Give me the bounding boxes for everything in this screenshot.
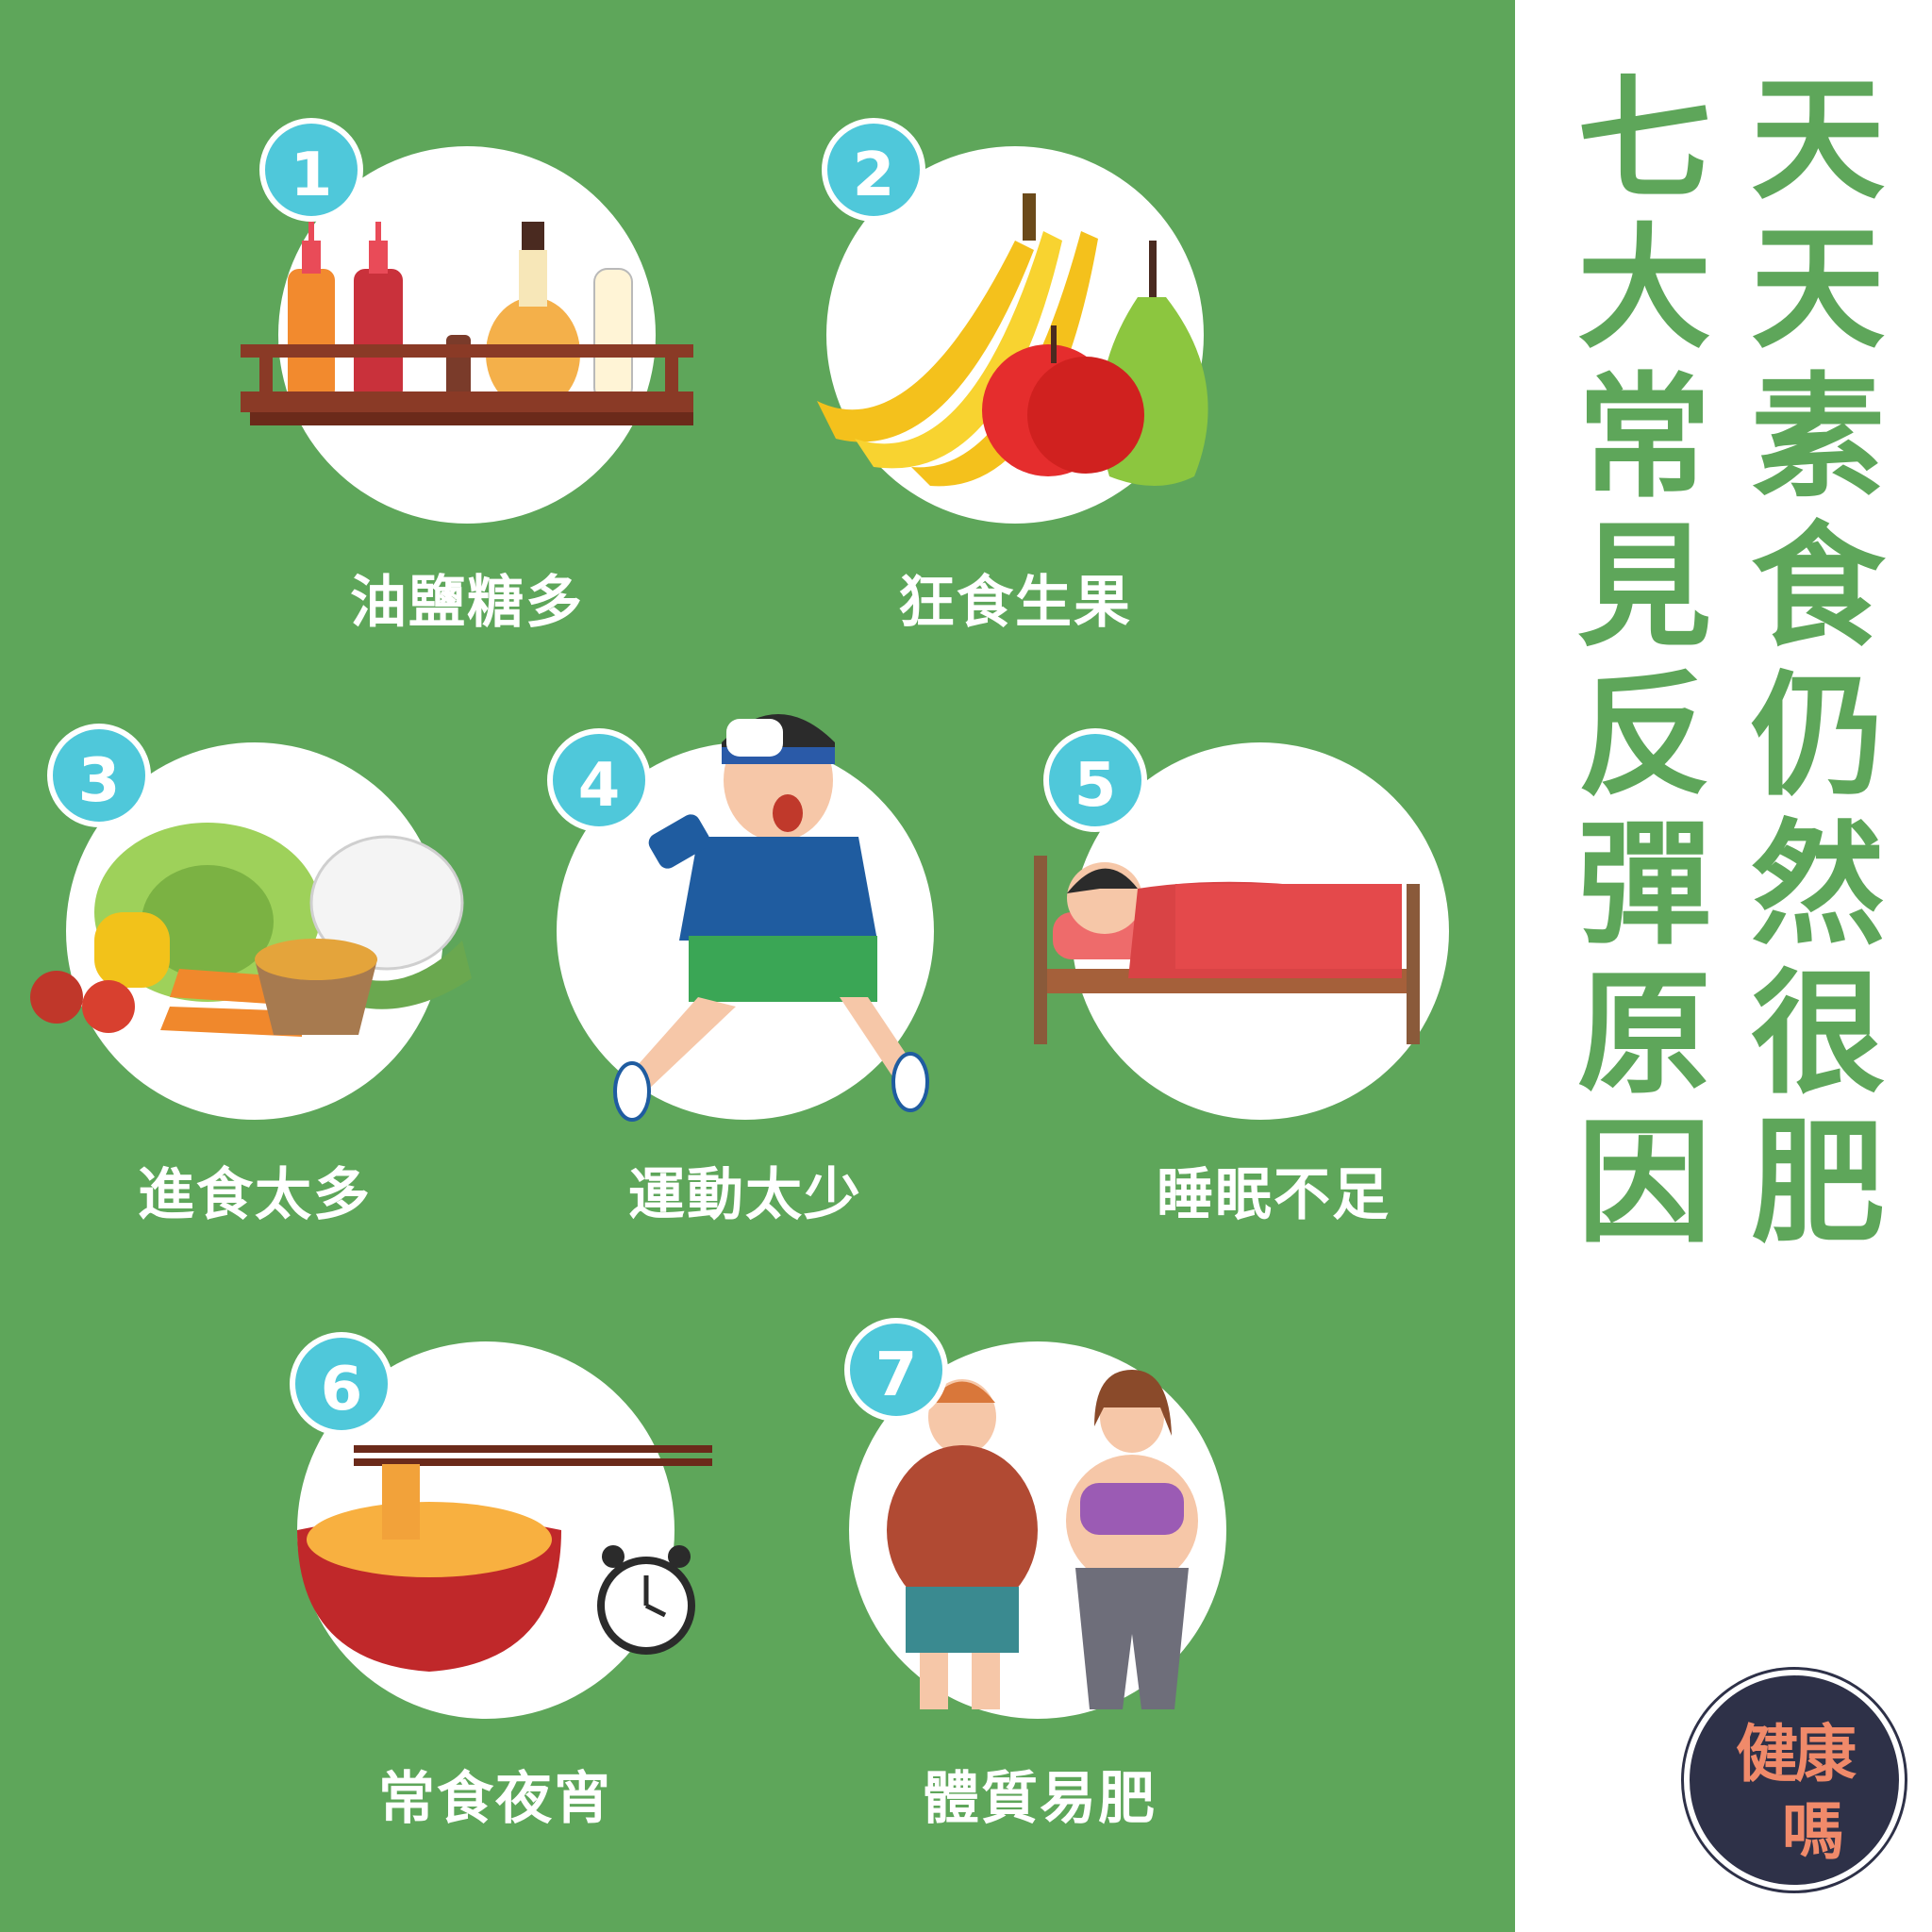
title-char: 常 (1577, 360, 1711, 516)
item-lack-of-exercise: 4 (547, 714, 934, 1122)
number-badge: 1 (259, 118, 363, 222)
item-oil-salt-sugar: 1 (241, 118, 693, 524)
title-char: 仍 (1751, 658, 1885, 814)
title-char: 很 (1751, 957, 1885, 1112)
number-badge: 5 (1043, 728, 1147, 832)
overweight-people-illustration (887, 1370, 1198, 1709)
title-char: 素 (1751, 360, 1885, 516)
item-label: 進食太多 (138, 1162, 372, 1228)
title-char: 天 (1751, 211, 1885, 367)
noodle-bowl-clock-illustration (297, 1445, 712, 1672)
title-char: 天 (1751, 62, 1885, 218)
tired-person-illustration (613, 714, 929, 1122)
title-char: 然 (1751, 808, 1885, 963)
logo-text-line1: 健康 (1736, 1718, 1857, 1790)
condiment-shelf-illustration (241, 222, 693, 425)
title-panel (1515, 0, 1932, 1932)
item-label: 狂食生果 (898, 570, 1132, 636)
logo-text-line2: 嗎 (1782, 1795, 1844, 1868)
number-badge: 7 (844, 1318, 948, 1422)
item-label: 常食夜宵 (378, 1766, 612, 1832)
number-badge: 3 (47, 724, 151, 827)
number-badge: 2 (822, 118, 925, 222)
item-late-night-snacks: 6 (290, 1332, 712, 1719)
item-label: 油鹽糖多 (350, 570, 584, 636)
vegetables-illustration (30, 823, 472, 1037)
title-char: 見 (1577, 509, 1711, 665)
title-char: 七 (1577, 62, 1711, 218)
title-char: 大 (1577, 211, 1711, 367)
title-column-1: 天 天 素 食 仍 然 很 肥 (1747, 66, 1889, 1258)
item-label: 運動太少 (628, 1162, 862, 1228)
number-badge: 6 (290, 1332, 393, 1436)
number-badge: 4 (547, 728, 651, 832)
item-prone-to-weight-gain: 7 (844, 1318, 1226, 1719)
item-eating-fruit: 2 (817, 118, 1208, 524)
sleeping-person-illustration (1034, 856, 1420, 1044)
item-overeating: 3 (30, 724, 472, 1120)
title-column-2: 七 大 常 見 反 彈 原 因 (1574, 66, 1715, 1258)
item-label: 睡眠不足 (1157, 1162, 1391, 1228)
title-char: 因 (1577, 1106, 1711, 1261)
fruits-illustration (817, 193, 1208, 487)
item-label: 體質易肥 (923, 1766, 1157, 1832)
title-char: 肥 (1751, 1106, 1885, 1261)
title-char: 彈 (1577, 808, 1711, 963)
brand-logo: 健康 嗎 (1684, 1670, 1905, 1890)
title-char: 原 (1577, 957, 1711, 1112)
title-char: 反 (1577, 658, 1711, 814)
item-lack-of-sleep: 5 (1034, 728, 1449, 1120)
title-char: 食 (1751, 509, 1885, 665)
